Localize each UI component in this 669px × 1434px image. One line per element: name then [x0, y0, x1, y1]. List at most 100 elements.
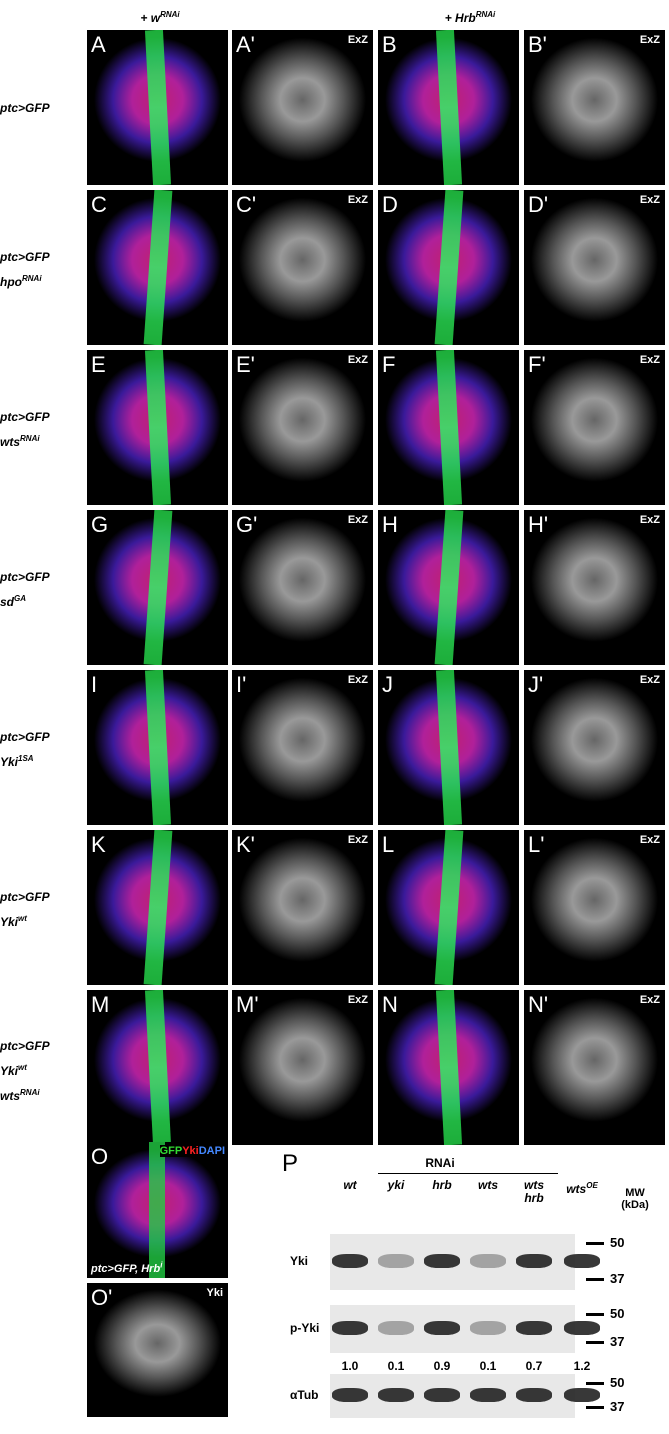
marker-tick: [586, 1313, 604, 1316]
panel-label: D': [528, 192, 548, 218]
micrograph: B: [378, 30, 519, 185]
genotype: ptc>GFP: [0, 250, 50, 264]
micrograph: N' ExZ: [524, 990, 665, 1145]
band: [470, 1321, 506, 1335]
header: + HrbRNAi: [445, 11, 496, 25]
panel-label: K: [91, 832, 106, 858]
panel-label: F: [382, 352, 395, 378]
genotype-sup: RNAi: [20, 1088, 40, 1097]
band: [516, 1388, 552, 1402]
genotype-sup: RNAi: [22, 274, 42, 283]
lane-text: wts hrb: [524, 1178, 544, 1205]
quantification: 0.9: [422, 1359, 462, 1373]
marker-tick: [586, 1242, 604, 1245]
blot-name: Yki: [290, 1254, 308, 1268]
genotype: Ykiwt: [0, 1064, 27, 1078]
stain-label: ExZ: [640, 994, 660, 1006]
micrograph: M'ExZ: [232, 990, 373, 1145]
panel-label: E': [236, 352, 255, 378]
micrograph: I'ExZ: [232, 670, 373, 825]
gfp-stripe: [436, 670, 462, 825]
genotype: ptc>GFP: [0, 570, 50, 584]
header-text: + Hrb: [445, 11, 476, 25]
genotype-text: Yki: [0, 755, 18, 769]
panel-label: K': [236, 832, 255, 858]
caption: ptc>GFP, Hrbi: [91, 1263, 162, 1275]
micrograph: H'ExZ: [524, 510, 665, 665]
micrograph: F'ExZ: [524, 350, 665, 505]
panel-label: B: [382, 32, 397, 58]
lane-label: yki: [371, 1179, 421, 1192]
panel-label: N: [382, 992, 398, 1018]
genotype-text: hpo: [0, 275, 22, 289]
channel-name: Yki: [182, 1145, 199, 1157]
gfp-stripe: [435, 830, 464, 985]
band: [470, 1388, 506, 1402]
lane-label: wt: [325, 1179, 375, 1192]
channel-name: GFP: [160, 1145, 183, 1157]
band: [332, 1321, 368, 1335]
stain-label: ExZ: [348, 194, 368, 206]
stain-label: ExZ: [640, 34, 660, 46]
genotype-text: ptc>GFP: [0, 730, 50, 744]
micrograph: H: [378, 510, 519, 665]
micrograph: E'ExZ: [232, 350, 373, 505]
micrograph: I: [87, 670, 228, 825]
genotype-text: Yki: [0, 915, 18, 929]
stain-label: ExZ: [348, 994, 368, 1006]
figure: + wRNAi+ HrbRNAiptc>GFPAA'ExZBB'ExZptc>G…: [0, 0, 669, 1434]
panel-label: L': [528, 832, 544, 858]
band: [378, 1254, 414, 1268]
lane-text: hrb: [432, 1178, 451, 1192]
genotype-text: ptc>GFP: [0, 890, 50, 904]
band: [424, 1388, 460, 1402]
band: [564, 1388, 600, 1402]
panel-label: H: [382, 512, 398, 538]
lane-text: wts: [478, 1178, 498, 1192]
gfp-stripe: [144, 190, 173, 345]
panel-label: C: [91, 192, 107, 218]
lane-text: yki: [388, 1178, 405, 1192]
stain-label: ExZ: [348, 34, 368, 46]
channel-name: DAPI: [199, 1145, 225, 1157]
blot-name: αTub: [290, 1388, 318, 1402]
genotype: Ykiwt: [0, 915, 27, 929]
gfp-stripe: [436, 350, 462, 505]
marker-tick: [586, 1278, 604, 1281]
gfp-stripe: [145, 670, 171, 825]
genotype-sup: wt: [18, 914, 27, 923]
micrograph: G'ExZ: [232, 510, 373, 665]
genotype-sup: GA: [14, 594, 26, 603]
lane: wts: [478, 1178, 498, 1192]
lane: wt: [343, 1178, 356, 1192]
column-header: + wRNAi: [100, 10, 220, 25]
panel-label: B': [528, 32, 547, 58]
band: [516, 1321, 552, 1335]
lane: hrb: [432, 1178, 451, 1192]
micrograph: L'ExZ: [524, 830, 665, 985]
panel-label: I': [236, 672, 246, 698]
panel-label: N': [528, 992, 548, 1018]
band: [332, 1254, 368, 1268]
panel-label: O': [91, 1285, 112, 1311]
genotype: wtsRNAi: [0, 1089, 40, 1103]
gfp-stripe: [435, 190, 464, 345]
marker-label: 50: [610, 1375, 624, 1390]
panel-label: J': [528, 672, 543, 698]
panel-label: A: [91, 32, 106, 58]
stain-label: ExZ: [348, 834, 368, 846]
header-sup: RNAi: [160, 10, 180, 19]
stain-label: ExZ: [640, 514, 660, 526]
mw-label: MW (kDa): [610, 1187, 660, 1211]
western-blot: [330, 1374, 575, 1418]
marker-tick: [586, 1382, 604, 1385]
panel-label: D: [382, 192, 398, 218]
stain-label: ExZ: [640, 354, 660, 366]
gfp-stripe: [149, 1142, 165, 1278]
group-line: [378, 1173, 558, 1174]
band: [378, 1388, 414, 1402]
blot-name: p-Yki: [290, 1321, 319, 1335]
